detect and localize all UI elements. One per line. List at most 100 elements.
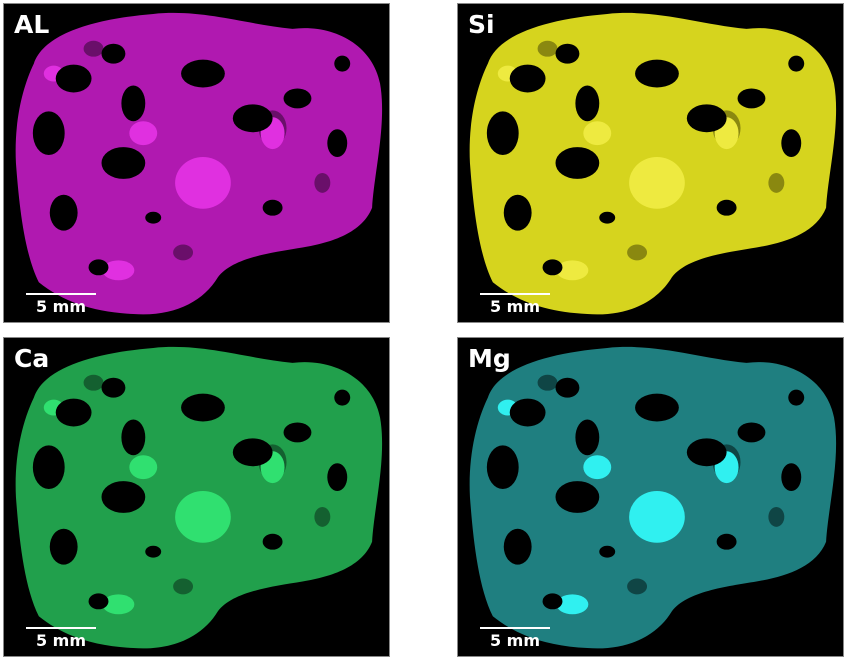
pore — [121, 85, 146, 122]
dark-grain — [173, 578, 194, 595]
pore — [737, 422, 766, 443]
pore — [542, 259, 563, 276]
specimen-map — [15, 346, 383, 649]
dark-grain — [173, 244, 194, 261]
bright-grain — [629, 491, 685, 543]
pore — [486, 445, 519, 490]
pore — [49, 194, 78, 231]
pore — [503, 194, 532, 231]
pore — [32, 111, 65, 156]
pore — [788, 55, 805, 72]
scale-bar: 5 mm — [26, 293, 96, 316]
element-map-ca: Ca 5 mm — [3, 337, 390, 657]
pore — [334, 389, 351, 406]
bright-grain — [556, 594, 589, 615]
pore — [181, 59, 225, 88]
bright-grain — [129, 121, 158, 146]
pore — [555, 43, 580, 64]
scale-bar-line — [26, 293, 96, 295]
element-label: Ca — [14, 344, 50, 373]
pore — [145, 211, 162, 224]
bright-grain — [175, 157, 231, 209]
scale-bar-label: 5 mm — [489, 297, 541, 316]
bright-grain — [175, 491, 231, 543]
scale-bar: 5 mm — [480, 627, 550, 650]
scale-bar-line — [480, 293, 550, 295]
element-label: AL — [14, 10, 50, 39]
pore — [88, 593, 109, 610]
pore — [232, 104, 273, 133]
bright-grain — [102, 260, 135, 281]
pore — [737, 88, 766, 109]
pore — [262, 199, 283, 216]
bright-grain — [129, 455, 158, 480]
dark-grain — [314, 172, 331, 193]
pore — [327, 463, 348, 492]
pore — [509, 64, 546, 93]
element-map-si: Si 5 mm — [457, 3, 844, 323]
pore — [32, 445, 65, 490]
bright-grain — [583, 121, 612, 146]
bright-grain — [583, 455, 612, 480]
scale-bar-label: 5 mm — [489, 631, 541, 650]
scale-bar: 5 mm — [26, 627, 96, 650]
dark-grain — [768, 506, 785, 527]
pore — [788, 389, 805, 406]
pore — [542, 593, 563, 610]
pore — [509, 398, 546, 427]
dark-grain — [314, 506, 331, 527]
bright-grain — [102, 594, 135, 615]
pore — [334, 55, 351, 72]
pore — [599, 211, 616, 224]
pore — [283, 422, 312, 443]
pore — [181, 393, 225, 422]
pore — [555, 481, 600, 513]
specimen-map — [469, 12, 837, 315]
pore — [555, 377, 580, 398]
pore — [503, 528, 532, 565]
dark-grain — [83, 374, 104, 391]
pore — [635, 59, 679, 88]
dark-grain — [768, 172, 785, 193]
pore — [686, 104, 727, 133]
scale-bar-label: 5 mm — [35, 631, 87, 650]
pore — [486, 111, 519, 156]
pore — [716, 199, 737, 216]
pore — [101, 481, 146, 513]
pore — [232, 438, 273, 467]
pore — [55, 64, 92, 93]
pore — [101, 377, 126, 398]
dark-grain — [537, 374, 558, 391]
pore — [555, 147, 600, 179]
pore — [88, 259, 109, 276]
dark-grain — [627, 244, 648, 261]
scale-bar: 5 mm — [480, 293, 550, 316]
pore — [575, 85, 600, 122]
pore — [49, 528, 78, 565]
bright-grain — [629, 157, 685, 209]
element-map-mg: Mg 5 mm — [457, 337, 844, 657]
specimen-map — [15, 12, 383, 315]
pore — [121, 419, 146, 456]
pore — [55, 398, 92, 427]
pore — [599, 545, 616, 558]
scale-bar-label: 5 mm — [35, 297, 87, 316]
pore — [283, 88, 312, 109]
dark-grain — [83, 40, 104, 57]
specimen-map — [469, 346, 837, 649]
element-map-al: AL 5 mm — [3, 3, 390, 323]
pore — [686, 438, 727, 467]
pore — [781, 463, 802, 492]
scale-bar-line — [480, 627, 550, 629]
pore — [101, 147, 146, 179]
pore — [635, 393, 679, 422]
element-label: Mg — [468, 344, 511, 373]
pore — [781, 129, 802, 158]
element-label: Si — [468, 10, 495, 39]
pore — [716, 533, 737, 550]
pore — [145, 545, 162, 558]
dark-grain — [537, 40, 558, 57]
pore — [101, 43, 126, 64]
dark-grain — [627, 578, 648, 595]
bright-grain — [556, 260, 589, 281]
